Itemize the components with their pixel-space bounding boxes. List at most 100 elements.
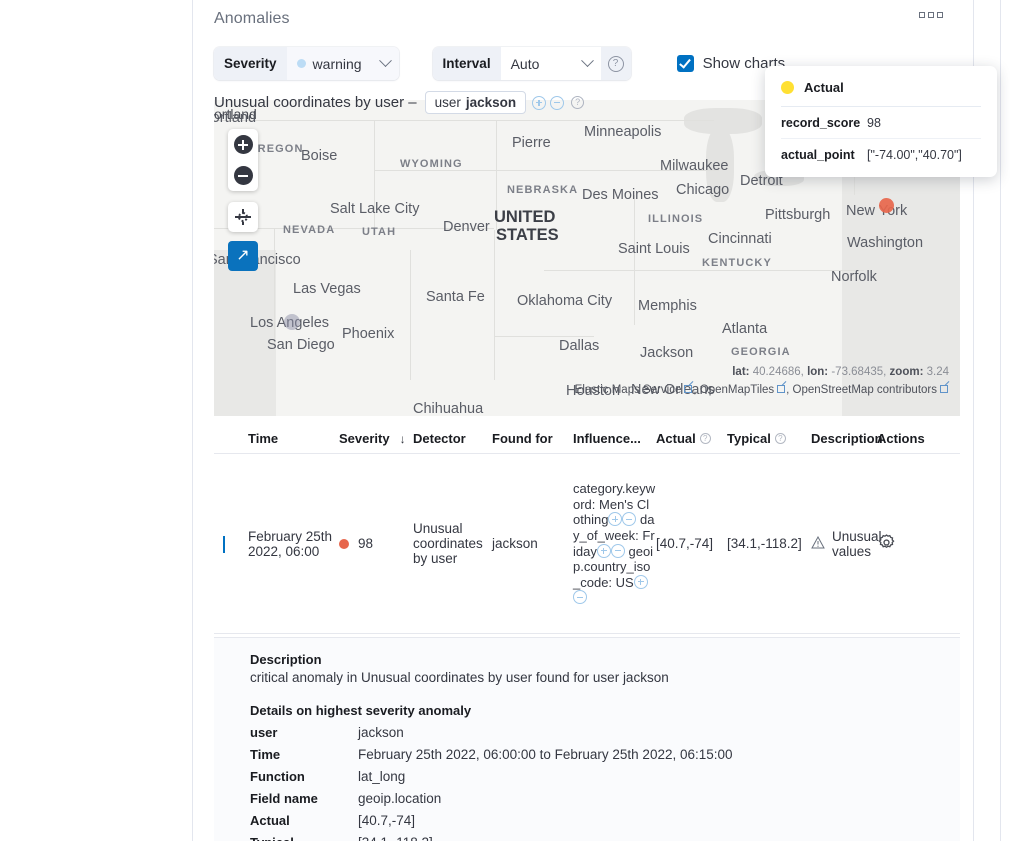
- interval-value: Auto: [510, 55, 540, 72]
- zoom-value: 3.24: [926, 366, 949, 378]
- entity-value: jackson: [465, 95, 517, 110]
- map-city-label: Houston: [566, 383, 621, 399]
- map-lake-michigan: [706, 128, 734, 202]
- severity-label: Severity: [214, 47, 287, 80]
- map-city-label: Norfolk: [831, 269, 877, 285]
- minus-circle-icon: [233, 166, 253, 185]
- th-actions: Actions: [877, 431, 937, 446]
- map-city-label: Minneapolis: [584, 124, 662, 140]
- map-city-label: Portland: [214, 110, 257, 126]
- locate-button[interactable]: [228, 202, 258, 232]
- description-text: critical anomaly in Unusual coordinates …: [250, 670, 669, 685]
- state-border: [494, 230, 495, 380]
- table-row[interactable]: February 25th 2022, 06:00 98 Unusual coo…: [214, 454, 960, 634]
- th-detector[interactable]: Detector: [413, 431, 492, 446]
- right-divider: [973, 0, 974, 841]
- filter-for-value-icon[interactable]: [532, 95, 547, 110]
- map-city-label: Oklahoma City: [517, 293, 613, 309]
- chevron-down-icon: [378, 54, 392, 68]
- severity-select[interactable]: warning: [286, 47, 399, 80]
- map-city-label: NEVADA: [283, 224, 336, 236]
- map-city-label: GEORGIA: [731, 346, 791, 358]
- severity-score: 98: [358, 536, 374, 551]
- th-severity-label: Severity: [339, 431, 390, 446]
- cell-influencers: category.keyword: Men's Clothing day_of_…: [573, 481, 656, 606]
- fullscreen-expand-icon: ↗: [236, 247, 250, 264]
- entity-filter-actions: [532, 95, 565, 110]
- th-found-for-label: Found for: [492, 431, 553, 446]
- th-found-for[interactable]: Found for: [492, 431, 573, 446]
- map-city-label: Salt Lake City: [330, 201, 420, 217]
- row-expand-toggle[interactable]: [214, 536, 248, 553]
- th-actual[interactable]: Actual ?: [656, 431, 727, 446]
- entity-badge[interactable]: user jackson: [424, 91, 527, 114]
- filter-out-value-icon[interactable]: [622, 512, 637, 527]
- map-city-label: Milwaukee: [660, 158, 729, 174]
- fullscreen-button[interactable]: ↗: [228, 241, 258, 271]
- map-city-label: Detroit: [740, 173, 783, 189]
- map-city-label: Denver: [443, 219, 490, 235]
- map-city-label: STATES: [496, 226, 559, 244]
- th-influenced-by[interactable]: Influence...: [573, 431, 656, 446]
- gear-icon[interactable]: [877, 533, 896, 555]
- map-city-label: Atlanta: [722, 321, 768, 337]
- severity-value: warning: [312, 55, 362, 72]
- plus-circle-icon: [233, 135, 253, 154]
- attribution-link-ems[interactable]: Elastic Maps Service: [574, 384, 682, 396]
- lon-value: -73.68435,: [831, 366, 887, 378]
- map-city-label: Des Moines: [582, 187, 659, 203]
- zoom-out-button[interactable]: [228, 160, 258, 191]
- th-description: Description: [811, 431, 883, 446]
- filter-out-value-icon[interactable]: [573, 590, 587, 605]
- detail-field-value: [34.1,-118.2]: [358, 835, 433, 841]
- map-city-label: New Orleans: [631, 382, 715, 398]
- filter-out-value-icon[interactable]: [550, 95, 565, 110]
- cell-severity: 98: [339, 536, 413, 551]
- severity-badge-icon: [339, 538, 349, 549]
- detail-field-value: lat_long: [358, 769, 406, 784]
- detail-field-row: Actual [40.7,-74]: [250, 813, 924, 828]
- detail-field-row: Typical[34.1,-118.2]: [250, 835, 924, 841]
- map-city-label: UTAH: [362, 226, 397, 238]
- filter-for-value-icon[interactable]: [596, 543, 611, 558]
- filter-out-value-icon[interactable]: [610, 543, 625, 558]
- tooltip-divider: [781, 106, 981, 107]
- detail-field-value: [40.7,-74]: [358, 813, 416, 828]
- show-charts-toggle[interactable]: Show charts: [676, 55, 785, 72]
- tooltip-key: record_score: [781, 116, 861, 130]
- external-link-icon: [777, 385, 786, 393]
- interval-help-button[interactable]: ?: [600, 47, 631, 80]
- anomaly-marker[interactable]: [879, 198, 894, 213]
- map-city-label: Chicago: [676, 182, 730, 198]
- detail-field-value: February 25th 2022, 06:00:00 to February…: [358, 747, 733, 762]
- map-city-label: Boise: [301, 148, 338, 164]
- show-charts-checkbox[interactable]: [676, 55, 694, 72]
- detail-field-row: Function lat_long: [250, 769, 924, 784]
- external-link-icon: [940, 385, 948, 393]
- severity-filter[interactable]: Severity warning: [214, 47, 399, 80]
- zoom-in-button[interactable]: [228, 129, 258, 160]
- th-typical[interactable]: Typical ?: [727, 431, 811, 446]
- map-pacific: [214, 250, 276, 416]
- interval-select[interactable]: Auto: [500, 47, 601, 80]
- map-city-label: Cincinnati: [708, 231, 772, 247]
- sort-desc-icon: ↓: [399, 431, 406, 446]
- map-city-label: Jackson: [640, 345, 694, 361]
- entity-help-icon[interactable]: ?: [571, 96, 585, 109]
- map-city-label: Chihuahua: [413, 401, 484, 416]
- state-border: [274, 228, 275, 348]
- filter-for-value-icon[interactable]: [633, 574, 648, 589]
- th-actual-label: Actual: [656, 431, 696, 446]
- cell-found-for: jackson: [492, 536, 538, 551]
- attribution-link-osm[interactable]: OpenStreetMap contributors: [792, 384, 937, 396]
- grid-menu-icon[interactable]: [919, 12, 943, 18]
- typical-marker[interactable]: [284, 314, 300, 330]
- crosshair-icon: [235, 209, 251, 225]
- attribution-link-omt[interactable]: OpenMapTiles: [699, 384, 775, 396]
- map-city-label: UNITED: [494, 208, 556, 226]
- interval-filter[interactable]: Interval Auto ?: [432, 47, 631, 80]
- th-time[interactable]: Time: [248, 431, 339, 446]
- filter-for-value-icon[interactable]: [608, 512, 623, 527]
- th-severity[interactable]: Severity ↓: [339, 431, 413, 446]
- interval-label: Interval: [432, 47, 501, 80]
